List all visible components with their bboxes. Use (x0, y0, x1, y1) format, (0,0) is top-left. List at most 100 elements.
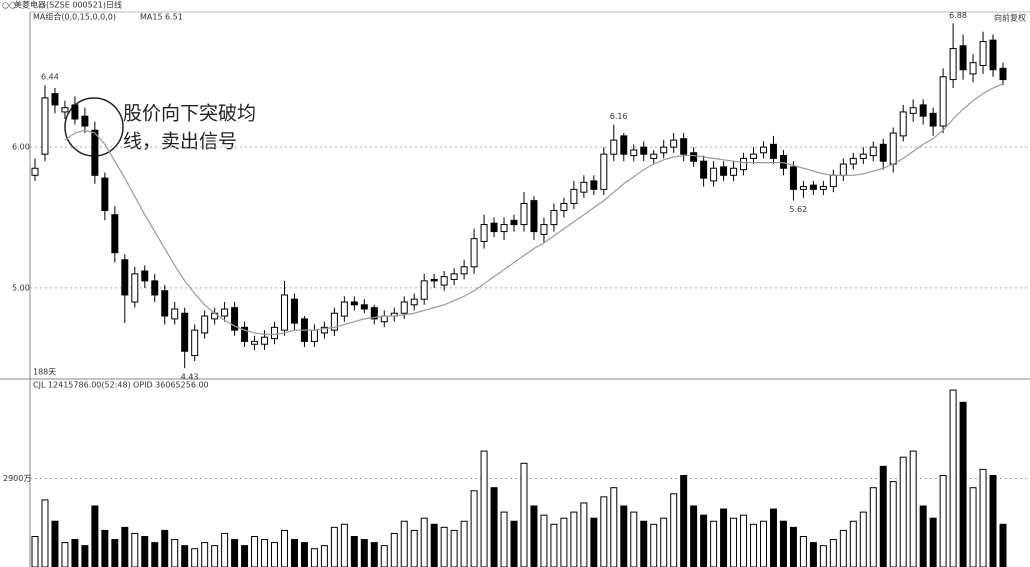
volume-bar (859, 511, 867, 567)
candle-body (590, 180, 598, 190)
volume-bar (271, 542, 278, 567)
candle-body (550, 209, 558, 226)
volume-bar (290, 539, 298, 567)
volume-bar (450, 529, 458, 567)
candle-body (171, 308, 179, 320)
volume-bar (201, 542, 209, 567)
candle-body (720, 166, 728, 176)
candle-body (769, 143, 777, 159)
candle-body (51, 93, 59, 106)
volume-bar (550, 523, 558, 567)
volume-bar (779, 520, 787, 567)
candle-body (630, 149, 638, 157)
candle-body (310, 329, 318, 342)
volume-bar (300, 542, 308, 567)
volume-bar (869, 487, 877, 567)
volume-bar (929, 517, 937, 567)
volume-bar (181, 545, 189, 567)
candle-body (81, 115, 89, 127)
volume-bar (660, 517, 668, 567)
candle-body (869, 146, 877, 157)
volume-bar (730, 517, 738, 567)
candle-body (111, 214, 119, 254)
price-label: 6.88 (949, 11, 967, 20)
candle-body (61, 107, 69, 113)
price-label: 4.43 (181, 373, 199, 382)
candle-body (320, 326, 328, 334)
candle-body (560, 202, 568, 211)
volume-bar (640, 520, 648, 567)
volume-bar (889, 481, 897, 567)
ma-label: MA15 (140, 13, 163, 22)
candle-body (829, 174, 837, 188)
candle-body (849, 157, 857, 165)
candle-body (660, 146, 668, 154)
volume-bar (51, 520, 59, 567)
volume-bar (829, 539, 837, 567)
candle-body (760, 146, 767, 154)
candle-body (181, 312, 189, 352)
price-label: 6.16 (610, 112, 628, 121)
volume-bar (81, 545, 89, 567)
volume-bar (919, 505, 927, 567)
candle-body (161, 290, 169, 317)
candle-body (280, 294, 288, 331)
period-label: 188天 (33, 368, 56, 377)
candle-body (241, 326, 249, 342)
candle-body (839, 163, 847, 176)
volume-bar (720, 508, 728, 567)
volume-bar (131, 532, 139, 567)
candle-body (730, 167, 738, 176)
candle-body (879, 143, 887, 162)
candle-body (420, 280, 428, 300)
ma-value: 6.51 (165, 13, 183, 22)
annotation-line: 线，卖出信号 (123, 131, 237, 153)
volume-bar (141, 536, 149, 567)
candle-body (251, 340, 259, 345)
volume-bar (899, 456, 907, 567)
candle-body (340, 301, 348, 317)
candle-body (440, 276, 448, 286)
candle-body (330, 312, 338, 331)
candle-body (480, 224, 488, 242)
candle-body (779, 155, 787, 169)
candle-body (710, 167, 718, 182)
candle-body (989, 39, 997, 71)
candle-body (520, 202, 528, 226)
volume-bar (510, 520, 518, 567)
candle-body (640, 146, 648, 155)
candle-body (121, 259, 129, 296)
candle-body (670, 139, 678, 148)
candle-body (221, 308, 229, 317)
volume-bar (849, 520, 857, 567)
candle-body (740, 157, 748, 171)
candle-body (690, 152, 698, 162)
volume-bar (620, 505, 628, 567)
candle-body (41, 97, 49, 155)
volume-bar (340, 523, 348, 567)
candle-body (650, 153, 658, 159)
volume-bar (320, 545, 328, 567)
volume-opid: OPID 36065256.00 (133, 381, 209, 390)
volume-bar (610, 487, 618, 567)
y-tick-label: 5.00 (12, 283, 30, 292)
volume-bar (440, 526, 448, 567)
volume-bar (360, 539, 368, 567)
volume-bar (530, 505, 538, 567)
candle-body (750, 153, 758, 159)
volume-bar (191, 548, 199, 567)
candle-body (809, 184, 817, 190)
volume-bar (470, 490, 478, 567)
volume-bar (839, 529, 847, 567)
volume-bar (989, 475, 997, 567)
candle-body (151, 280, 159, 296)
candle-body (540, 224, 548, 235)
candle-body (430, 278, 438, 282)
ma-line (64, 83, 1004, 335)
annotation-line: 股价向下突破均 (123, 103, 256, 125)
candle-body (290, 298, 298, 324)
volume-bar (280, 529, 288, 567)
candle-body (470, 238, 478, 268)
